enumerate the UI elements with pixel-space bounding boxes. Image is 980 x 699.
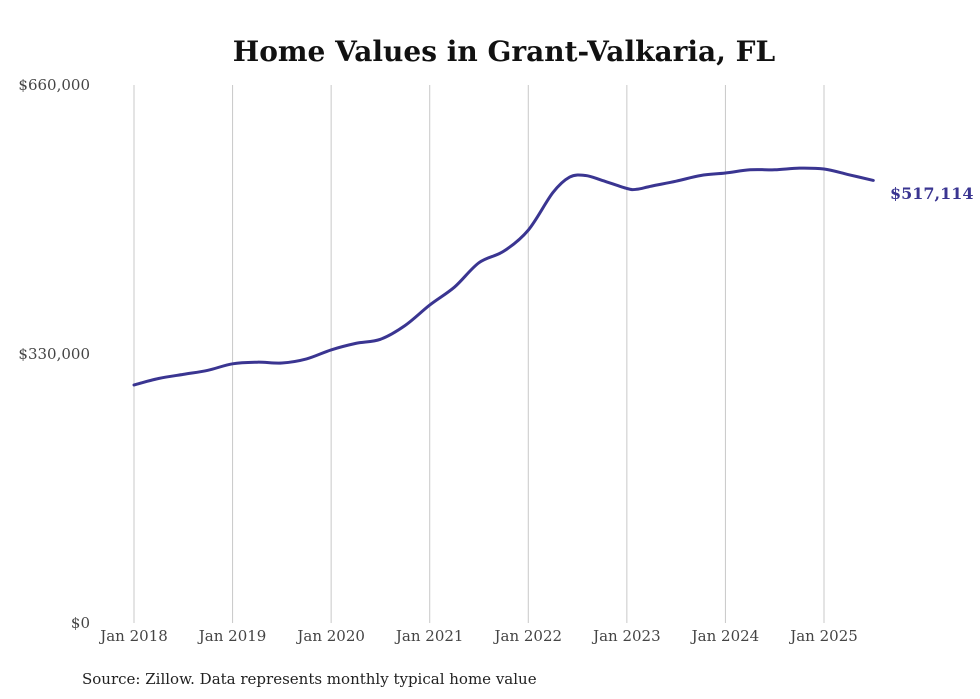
end-value-label: $517,114 [890, 184, 974, 203]
x-axis-ticks: Jan 2018 Jan 2019 Jan 2020 Jan 2021 Jan 2022… [98, 627, 858, 645]
y-axis-ticks: $0 $330,000 $660,000 [18, 76, 90, 632]
y-tick-label: $660,000 [18, 76, 90, 94]
x-tick-label: Jan 2022 [493, 627, 563, 645]
x-tick-label: Jan 2020 [295, 627, 365, 645]
x-tick-label: Jan 2021 [394, 627, 464, 645]
series-line-home-value [132, 166, 875, 387]
x-tick-label: Jan 2019 [197, 627, 267, 645]
x-tick-label: Jan 2025 [788, 627, 858, 645]
grid-layer [133, 85, 825, 623]
y-tick-label: $0 [71, 614, 90, 632]
x-tick-label: Jan 2018 [98, 627, 168, 645]
y-tick-label: $330,000 [18, 345, 90, 363]
chart-title: Home Values in Grant-Valkaria, FL [233, 35, 776, 68]
source-note: Source: Zillow. Data represents monthly … [82, 670, 537, 688]
x-tick-label: Jan 2023 [591, 627, 661, 645]
x-tick-label: Jan 2024 [690, 627, 760, 645]
